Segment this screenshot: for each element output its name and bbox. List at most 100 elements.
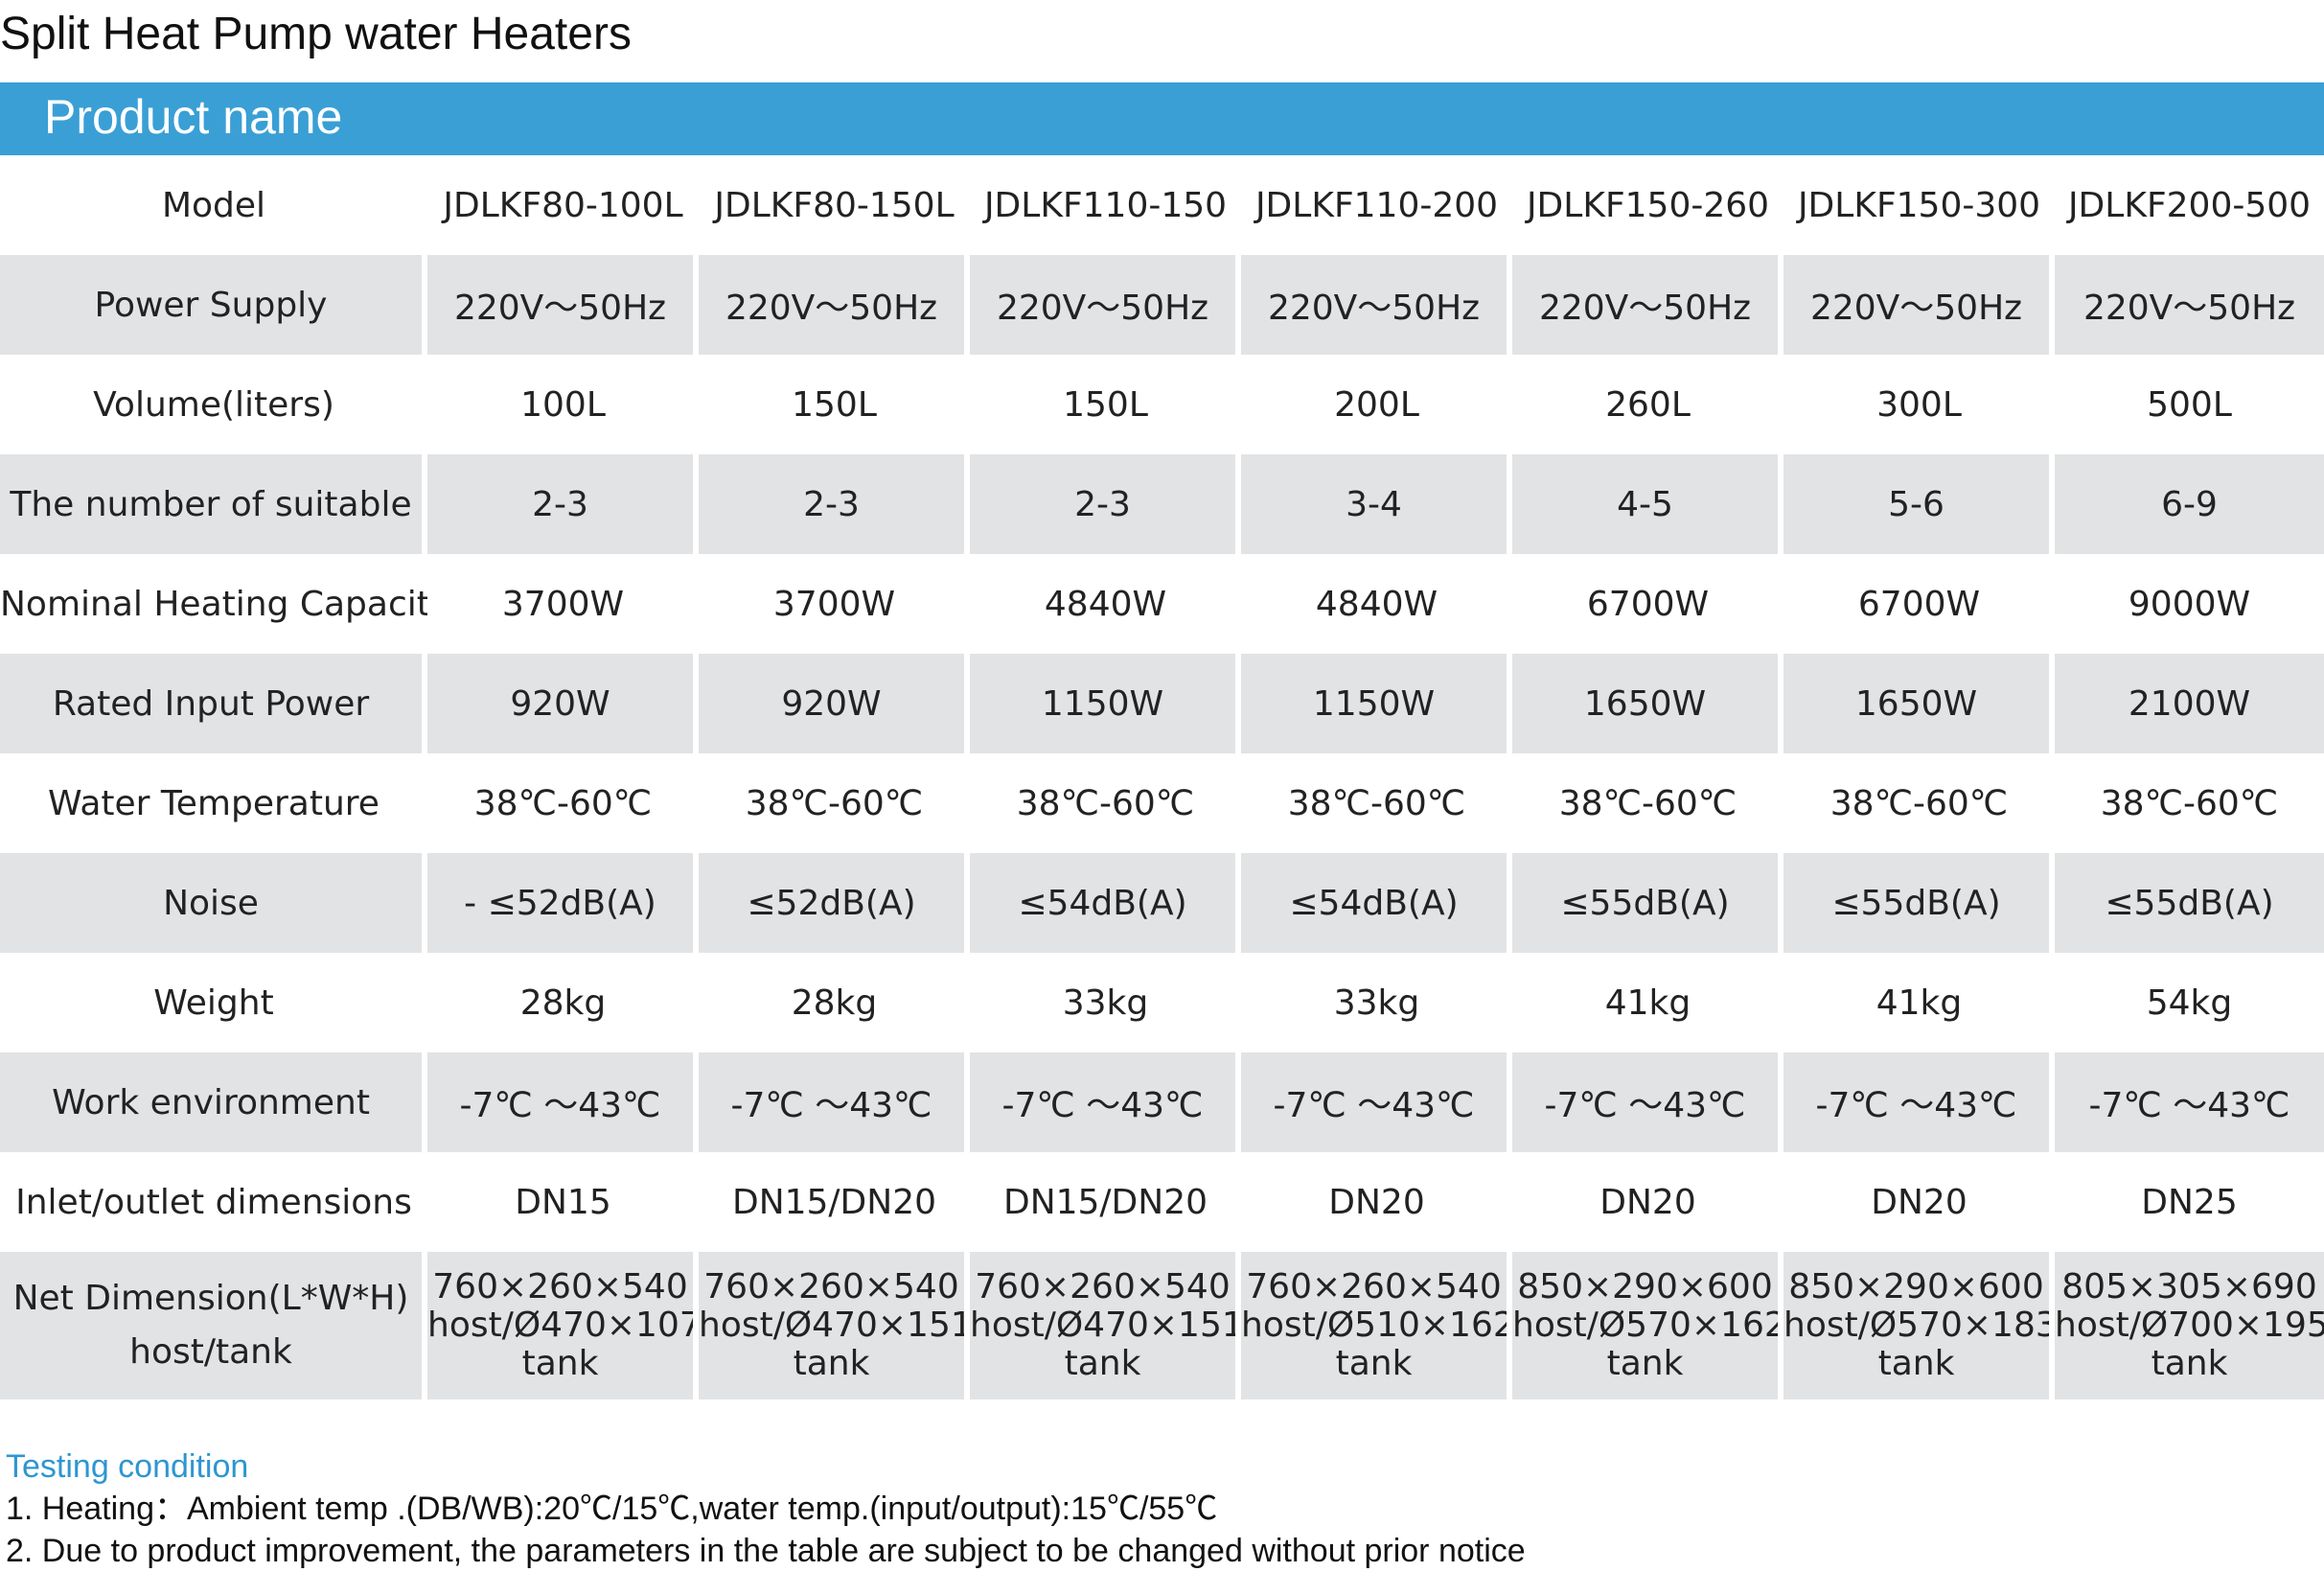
row-label: Rated Input Power [0, 654, 427, 753]
table-cell: DN25 [2055, 1152, 2324, 1252]
table-cell: 200L [1241, 355, 1512, 454]
table-cell: DN20 [1512, 1152, 1783, 1252]
table-row: Weight 28kg 28kg 33kg 33kg 41kg 41kg 54kg [0, 953, 2324, 1052]
row-label-line: host/tank [129, 1332, 292, 1372]
table-cell: -7℃ ～43℃ [1512, 1052, 1783, 1152]
table-cell: ≤55dB(A) [2055, 853, 2324, 953]
table-row: Noise - ≤52dB(A) ≤52dB(A) ≤54dB(A) ≤54dB(A) ≤… [0, 853, 2324, 953]
table-cell: JDLKF80-150L [699, 155, 970, 255]
dimension-line: 760×260×540 [975, 1267, 1231, 1306]
row-label: The number of suitable [0, 454, 427, 554]
dimension-line: tank [1335, 1344, 1413, 1383]
table-cell: 33kg [1241, 953, 1512, 1052]
table-cell: 2-3 [427, 454, 699, 554]
dimension-line: tank [793, 1344, 870, 1383]
page-title: Split Heat Pump water Heaters [0, 9, 632, 59]
table-cell: 2-3 [699, 454, 970, 554]
table-row: Volume(liters) 100L 150L 150L 200L 260L 300L 50… [0, 355, 2324, 454]
table-cell: 6-9 [2055, 454, 2324, 554]
testing-notes: Testing condition 1. Heating：Ambient tem… [6, 1445, 1526, 1572]
table-cell: 3700W [699, 554, 970, 654]
table-cell: ≤55dB(A) [1512, 853, 1783, 953]
dimension-line: tank [1606, 1344, 1684, 1383]
table-cell: 220V～50Hz [427, 255, 699, 355]
table-cell: 220V～50Hz [1783, 255, 2055, 355]
row-label: Power Supply [0, 255, 427, 355]
table-cell: DN15 [427, 1152, 699, 1252]
table-cell: 1150W [1241, 654, 1512, 753]
note-line-2: 2. Due to product improvement, the param… [6, 1533, 1526, 1569]
table-cell: JDLKF150-260 [1512, 155, 1783, 255]
table-cell: ≤54dB(A) [1241, 853, 1512, 953]
note-line-1: 1. Heating：Ambient temp .(DB/WB):20℃/15℃… [6, 1491, 1218, 1527]
table-cell: DN20 [1241, 1152, 1512, 1252]
table-cell: 220V～50Hz [1512, 255, 1783, 355]
table-cell: 38℃-60℃ [1241, 753, 1512, 853]
row-label: Weight [0, 953, 427, 1052]
table-cell: 41kg [1783, 953, 2055, 1052]
table-cell: JDLKF110-200 [1241, 155, 1512, 255]
dimension-line: host/Ø570×1830 [1783, 1306, 2055, 1345]
table-cell: 850×290×600 host/Ø570×1620 tank [1512, 1252, 1783, 1399]
dimension-line: host/Ø510×1620 [1241, 1306, 1512, 1345]
table-row: Work environment -7℃ ～43℃ -7℃ ～43℃ -7℃ ～43℃… [0, 1052, 2324, 1152]
table-cell: DN20 [1783, 1152, 2055, 1252]
table-cell: JDLKF200-500 [2055, 155, 2324, 255]
dimension-line: 760×260×540 [432, 1267, 688, 1306]
table-cell: 220V～50Hz [970, 255, 1241, 355]
table-cell: 2-3 [970, 454, 1241, 554]
table-cell: 920W [427, 654, 699, 753]
table-cell: 760×260×540 host/Ø470×1510 tank [699, 1252, 970, 1399]
dimension-line: tank [2151, 1344, 2228, 1383]
row-label: Net Dimension(L*W*H) host/tank [0, 1252, 427, 1399]
dimension-line: 760×260×540 [703, 1267, 959, 1306]
dimension-line: host/Ø700×1950 [2055, 1306, 2324, 1345]
row-label: Model [0, 155, 427, 255]
dimension-line: tank [521, 1344, 599, 1383]
table-cell: 2100W [2055, 654, 2324, 753]
table-cell: 1650W [1512, 654, 1783, 753]
dimension-line: tank [1064, 1344, 1141, 1383]
table-cell: 54kg [2055, 953, 2324, 1052]
table-cell: DN15/DN20 [970, 1152, 1241, 1252]
table-cell: 6700W [1512, 554, 1783, 654]
table-cell: 220V～50Hz [2055, 255, 2324, 355]
dimension-line: 850×290×600 [1517, 1267, 1773, 1306]
table-cell: 3700W [427, 554, 699, 654]
dimension-line: 760×260×540 [1246, 1267, 1502, 1306]
dimension-line: 850×290×600 [1788, 1267, 2044, 1306]
product-name-label: Product name [44, 90, 343, 144]
table-cell: - ≤52dB(A) [427, 853, 699, 953]
spec-table: Model JDLKF80-100L JDLKF80-150L JDLKF110-15… [0, 155, 2324, 1399]
table-row: Rated Input Power 920W 920W 1150W 1150W 1650W… [0, 654, 2324, 753]
row-label: Water Temperature [0, 753, 427, 853]
table-cell: 805×305×690 host/Ø700×1950 tank [2055, 1252, 2324, 1399]
dimension-line: host/Ø570×1620 [1512, 1306, 1783, 1345]
table-cell: 300L [1783, 355, 2055, 454]
table-cell: 760×260×540 host/Ø470×1510 tank [970, 1252, 1241, 1399]
row-label: Noise [0, 853, 427, 953]
table-cell: 760×260×540 host/Ø510×1620 tank [1241, 1252, 1512, 1399]
table-cell: 220V～50Hz [1241, 255, 1512, 355]
table-cell: 41kg [1512, 953, 1783, 1052]
table-cell: 1150W [970, 654, 1241, 753]
table-cell: 33kg [970, 953, 1241, 1052]
table-cell: 6700W [1783, 554, 2055, 654]
table-cell: 100L [427, 355, 699, 454]
table-row: Inlet/outlet dimensions DN15 DN15/DN20 DN15… [0, 1152, 2324, 1252]
row-label: Work environment [0, 1052, 427, 1152]
table-cell: 260L [1512, 355, 1783, 454]
row-label: Nominal Heating Capacity [0, 554, 427, 654]
table-cell: 3-4 [1241, 454, 1512, 554]
table-cell: JDLKF110-150 [970, 155, 1241, 255]
table-row: Power Supply 220V～50Hz 220V～50Hz 220V～50Hz 2… [0, 255, 2324, 355]
dimension-line: host/Ø470×1510 [970, 1306, 1241, 1345]
table-cell: 38℃-60℃ [699, 753, 970, 853]
table-cell: 920W [699, 654, 970, 753]
table-cell: 220V～50Hz [699, 255, 970, 355]
table-cell: -7℃ ～43℃ [970, 1052, 1241, 1152]
table-cell: 1650W [1783, 654, 2055, 753]
table-cell: 4840W [970, 554, 1241, 654]
row-label-line: Net Dimension(L*W*H) [12, 1279, 409, 1318]
table-cell: 38℃-60℃ [2055, 753, 2324, 853]
